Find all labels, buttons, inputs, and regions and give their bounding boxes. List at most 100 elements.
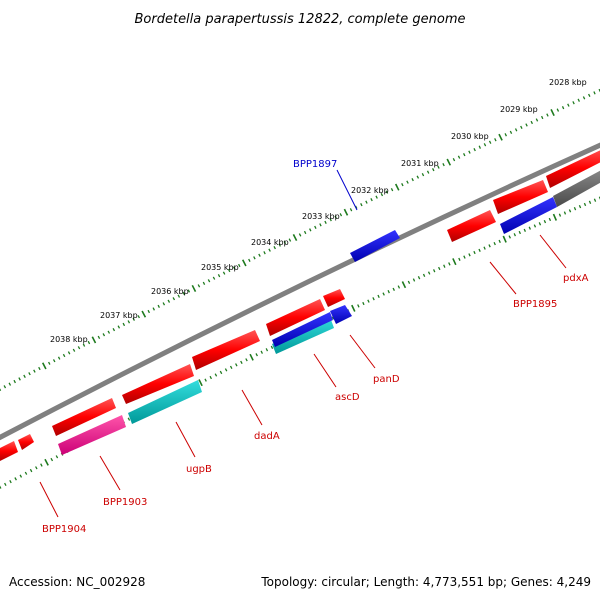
- gene-arrow[interactable]: [546, 148, 600, 188]
- tick-mark: [268, 248, 271, 252]
- tick-mark: [253, 256, 256, 260]
- tick-mark: [407, 280, 411, 284]
- tick-mark: [4, 482, 7, 487]
- label-bpp1895[interactable]: BPP1895: [513, 299, 557, 310]
- tick-mark: [222, 271, 226, 275]
- tick-mark: [157, 304, 160, 308]
- tick-mark: [468, 253, 471, 257]
- gene-arrow[interactable]: [122, 364, 194, 404]
- label-pdxa[interactable]: pdxA: [563, 273, 589, 284]
- tick-mark: [513, 233, 516, 237]
- tick-mark: [117, 325, 121, 329]
- tick-mark: [421, 173, 425, 177]
- tick-mark: [385, 190, 389, 194]
- tick-mark: [422, 273, 426, 277]
- tick-mark: [417, 276, 421, 280]
- gene-arrow[interactable]: [323, 289, 345, 307]
- tick-mark: [550, 109, 555, 117]
- label-dada[interactable]: dadA: [254, 431, 280, 442]
- tick-mark: [3, 385, 7, 389]
- tick-mark: [162, 302, 166, 306]
- tick-mark: [452, 258, 457, 266]
- tick-mark: [365, 200, 368, 204]
- tick-mark: [416, 175, 420, 179]
- tick-mark: [177, 294, 181, 298]
- gene-arrow[interactable]: [266, 299, 325, 336]
- tick-mark: [349, 208, 353, 212]
- gene-reverse[interactable]: [330, 305, 352, 324]
- tick-mark: [483, 246, 486, 250]
- gene-rrna[interactable]: [128, 380, 202, 424]
- gene-arrow[interactable]: [0, 441, 18, 461]
- tick-mark: [582, 96, 586, 100]
- tick-mark: [452, 158, 456, 162]
- tick-mark: [392, 287, 395, 291]
- gene-other[interactable]: [553, 168, 600, 207]
- label-ugpb[interactable]: ugpB: [186, 464, 212, 475]
- tick-mark: [62, 353, 66, 358]
- tick-mark: [197, 284, 201, 288]
- tick-mark: [40, 463, 43, 467]
- leader-dada: [241, 389, 263, 426]
- tick-mark: [18, 377, 21, 381]
- tick-mark: [72, 348, 76, 352]
- tick-mark: [204, 378, 207, 382]
- tick-mark: [401, 281, 407, 289]
- tick-mark: [172, 297, 176, 301]
- tick-mark: [375, 195, 378, 199]
- tick-mark: [568, 209, 572, 213]
- label-bpp1904[interactable]: BPP1904: [42, 524, 86, 535]
- gene-arrow[interactable]: [52, 398, 116, 436]
- gene-bpp1897[interactable]: [350, 230, 400, 262]
- kbp-label: 2035 kbp: [201, 263, 239, 272]
- tick-mark: [446, 158, 452, 166]
- tick-mark: [227, 268, 231, 273]
- tick-mark: [538, 222, 542, 226]
- label-bpp1897[interactable]: BPP1897: [293, 159, 337, 170]
- gene-arrow[interactable]: [192, 330, 260, 370]
- accession-text: Accession: NC_002928: [9, 575, 145, 589]
- gene-reverse[interactable]: [272, 312, 333, 347]
- leader-ascd: [313, 353, 337, 388]
- label-pand[interactable]: panD: [373, 374, 400, 385]
- tick-mark: [478, 248, 481, 252]
- tick-mark: [270, 345, 274, 349]
- gene-arrow[interactable]: [447, 210, 496, 242]
- tick-mark: [331, 316, 335, 320]
- tick-mark: [278, 243, 281, 247]
- label-bpp1903[interactable]: BPP1903: [103, 497, 147, 508]
- tick-mark: [48, 361, 51, 365]
- tick-mark: [412, 278, 416, 282]
- tick-mark: [57, 356, 61, 360]
- tick-mark: [33, 369, 36, 373]
- tick-mark: [520, 125, 523, 129]
- outer-tick-ring: [0, 88, 600, 392]
- tick-mark: [593, 91, 596, 95]
- tick-mark: [483, 143, 487, 147]
- tick-mark: [263, 251, 266, 255]
- tick-mark: [0, 485, 2, 489]
- tick-mark: [357, 304, 360, 308]
- gene-reverse[interactable]: [500, 197, 557, 234]
- tick-mark: [141, 310, 147, 318]
- tick-mark: [50, 457, 54, 462]
- tick-mark: [528, 226, 531, 230]
- gene-arrow[interactable]: [493, 180, 548, 214]
- tick-mark: [518, 230, 521, 235]
- chromosome-backbone: [0, 142, 600, 441]
- tick-mark: [432, 168, 435, 172]
- tick-mark: [167, 299, 171, 303]
- gene-arrow[interactable]: [18, 434, 34, 450]
- inner-tick-ring: [0, 196, 600, 489]
- tick-mark: [137, 315, 140, 319]
- tick-mark: [91, 336, 97, 344]
- tick-mark: [488, 244, 491, 248]
- label-ascd[interactable]: ascD: [335, 392, 360, 403]
- gene-pseudo[interactable]: [58, 415, 126, 455]
- tick-mark: [255, 353, 258, 357]
- tick-mark: [588, 93, 591, 97]
- tick-mark: [502, 235, 507, 243]
- tick-mark: [380, 193, 384, 197]
- tick-mark: [232, 266, 236, 270]
- tick-mark: [546, 113, 549, 117]
